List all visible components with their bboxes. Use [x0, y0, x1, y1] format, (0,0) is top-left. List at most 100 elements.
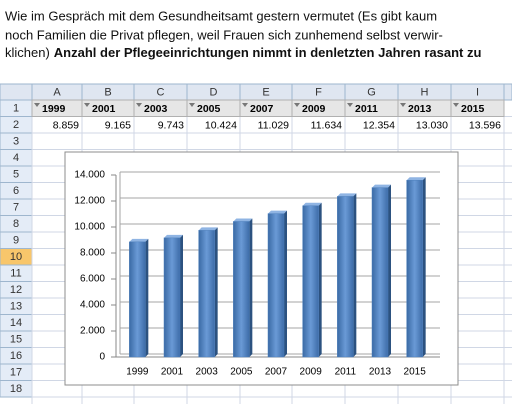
filter-arrow — [136, 103, 142, 107]
cell-text: 13.596 — [469, 120, 501, 132]
bar-top — [406, 177, 426, 181]
cell-text: 13.030 — [416, 120, 448, 132]
cell-text: 2001 — [92, 103, 116, 115]
filter-arrow — [347, 103, 353, 107]
bar-top — [337, 193, 357, 197]
filter-arrow — [453, 103, 459, 107]
cell-text: 9.165 — [105, 120, 131, 132]
row-label: 7 — [13, 202, 19, 214]
bar-side — [388, 184, 391, 357]
row-label: 11 — [10, 268, 21, 280]
bar — [129, 241, 146, 358]
cell-text: 8.859 — [53, 120, 79, 132]
caption-line: klichen) Anzahl der Pflegeeinrichtungen n… — [5, 45, 481, 60]
y-tick-label: 4.000 — [80, 300, 105, 311]
row-label: 3 — [13, 136, 19, 148]
bar — [267, 213, 285, 358]
row-label: 8 — [13, 218, 19, 230]
chart: 0 2.000 4.000 6.000 8.000 10.000 12.000 14.000 1… — [64, 151, 459, 386]
y-tick-label: 12.000 — [74, 196, 105, 207]
cell-text: 9.743 — [158, 120, 184, 132]
x-tick-label: 2007 — [265, 367, 288, 378]
cell-text: 10.424 — [205, 120, 237, 132]
cell-text: 2009 — [302, 103, 326, 115]
filter-arrow — [400, 103, 406, 107]
y-tick-label: 6.000 — [80, 274, 105, 285]
cell-text: 2015 — [461, 103, 485, 115]
caption-bold: Anzahl der Pflegeeinrichtungen nimmt in … — [54, 45, 482, 60]
header-cell — [450, 99, 505, 117]
row-label: 16 — [10, 350, 22, 362]
bar-side — [353, 193, 357, 357]
bar-top — [164, 234, 183, 238]
row-label: 17 — [10, 367, 22, 379]
bar — [233, 221, 250, 358]
bar-side — [284, 210, 287, 357]
bar — [337, 196, 354, 358]
row-label: 18 — [10, 383, 22, 395]
row-label: 5 — [13, 169, 19, 181]
bar-top — [372, 184, 391, 188]
column-label: G — [367, 86, 376, 98]
row-label: 6 — [13, 185, 19, 197]
bar-side — [249, 218, 253, 357]
column-label: A — [53, 86, 61, 98]
bar — [302, 205, 319, 358]
column-label: D — [210, 86, 218, 98]
bar — [371, 187, 389, 358]
row-label: 12 — [10, 284, 22, 296]
x-tick-label: 2003 — [196, 367, 219, 378]
column-label: I — [476, 86, 479, 98]
bar-top — [198, 227, 218, 231]
row-label: 2 — [13, 119, 19, 131]
bar — [198, 230, 215, 358]
filter-arrow — [189, 103, 195, 107]
cell-text: 2013 — [408, 103, 432, 115]
x-tick-label: 1999 — [126, 367, 149, 378]
y-tick-label: 0 — [99, 352, 105, 363]
caption-line: noch Familien die Privat pflegen, weil F… — [5, 27, 443, 42]
cell-text: 11.634 — [311, 120, 342, 132]
cell-text: 11.029 — [258, 120, 289, 132]
row-label: 15 — [10, 334, 22, 346]
filter-arrow — [242, 103, 248, 107]
bar — [163, 237, 181, 358]
cell-text: 2007 — [250, 103, 274, 115]
filter-arrow — [34, 103, 40, 107]
filter-arrow — [294, 103, 300, 107]
row-label: 10 — [10, 251, 22, 263]
x-tick-label: 2005 — [230, 367, 253, 378]
column-label: B — [104, 86, 111, 98]
row-label: 4 — [13, 152, 19, 164]
bar-side — [180, 234, 183, 357]
y-tick-label: 10.000 — [74, 222, 105, 233]
x-tick-label: 2009 — [300, 367, 323, 378]
cell-text: 2003 — [144, 103, 168, 115]
row-label: 1 — [13, 103, 19, 115]
x-tick-label: 2013 — [369, 367, 392, 378]
bar-top — [268, 210, 287, 214]
x-tick-label: 2015 — [404, 367, 427, 378]
bar-top — [129, 238, 149, 242]
cell-text: 2005 — [197, 103, 221, 115]
bar-top — [302, 202, 322, 206]
bar-top — [233, 218, 253, 222]
bar-side — [318, 202, 322, 357]
x-tick-label: 2011 — [335, 367, 357, 378]
caption: Wie im Gespräch mit dem Gesundheitsamt g… — [5, 8, 481, 60]
chart-area — [64, 151, 459, 386]
filter-arrow — [84, 103, 90, 107]
row-label: 13 — [10, 301, 22, 313]
column-label: H — [421, 86, 429, 98]
x-tick-label: 2001 — [161, 367, 184, 378]
cell-text: 1999 — [42, 103, 66, 115]
bar-side — [422, 177, 426, 357]
bar-side — [214, 227, 218, 357]
caption-line: klichen) — [5, 45, 50, 60]
column-label: F — [315, 86, 322, 98]
row-label: 14 — [10, 317, 22, 329]
bar — [406, 180, 423, 358]
caption-line: Wie im Gespräch mit dem Gesundheitsamt g… — [5, 8, 437, 23]
y-tick-label: 2.000 — [80, 326, 105, 337]
